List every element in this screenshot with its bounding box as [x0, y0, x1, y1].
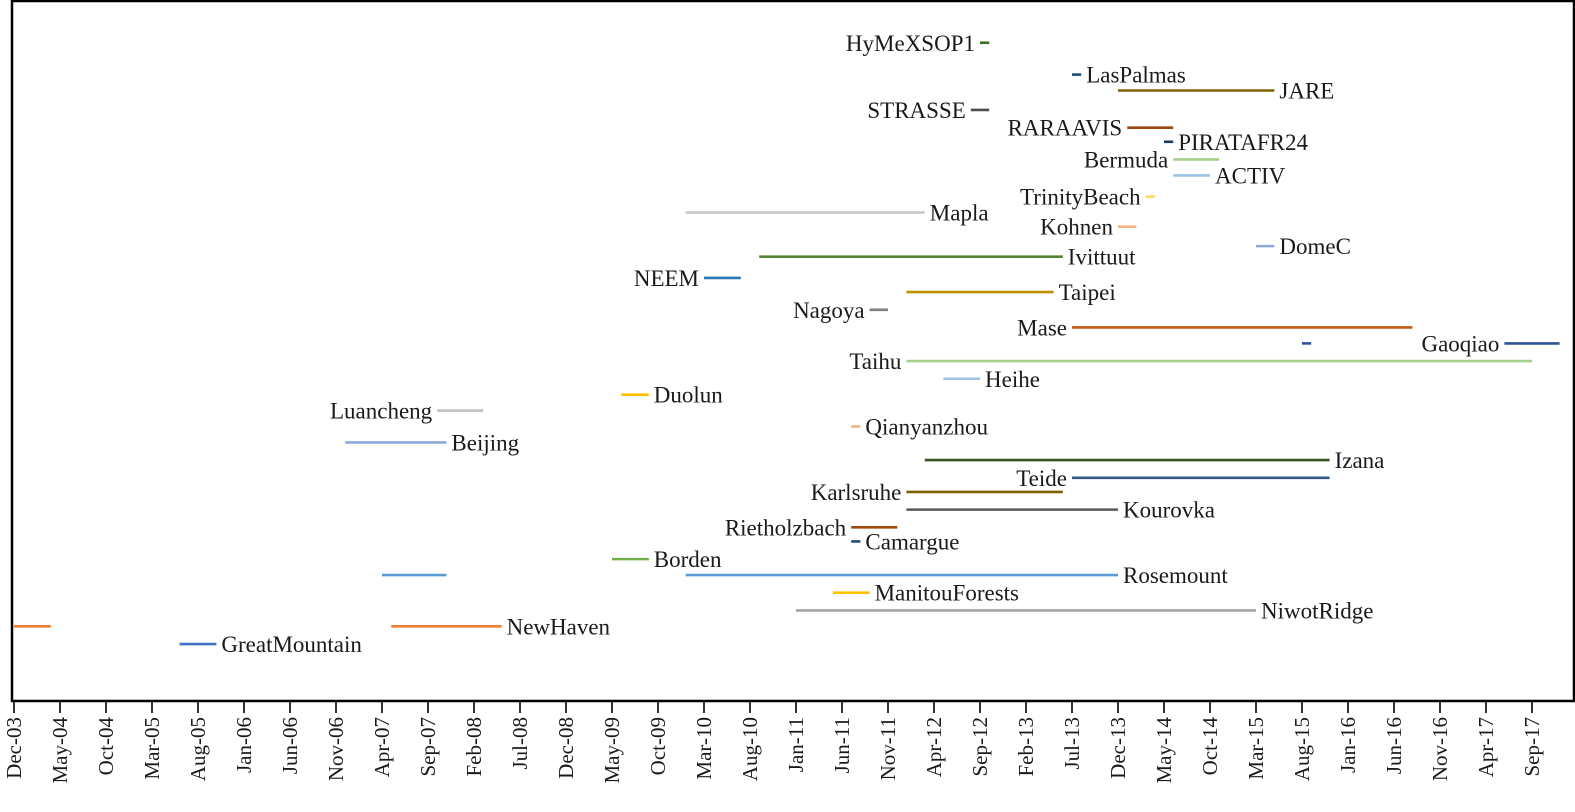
x-axis: Dec-03 May-04 Oct-04 Mar-05 Aug-05 Jan-06 Jun-…	[2, 701, 1544, 784]
label-raraavis: RARAAVIS	[1008, 116, 1123, 141]
label-izana: Izana	[1335, 448, 1385, 473]
label-jare: JARE	[1279, 79, 1334, 104]
x-tick-label: Feb-13	[1014, 717, 1038, 777]
x-tick-label: May-09	[600, 717, 624, 784]
label-kohnen: Kohnen	[1040, 215, 1113, 240]
label-qianyanzhou: Qianyanzhou	[865, 415, 988, 440]
x-tick-label: Mar-05	[140, 717, 164, 780]
x-tick-label: Oct-09	[646, 717, 670, 775]
x-tick-label: Nov-11	[876, 717, 900, 780]
label-trinitybeach: TrinityBeach	[1020, 185, 1141, 210]
label-greatmountain: GreatMountain	[221, 632, 362, 657]
label-mapla: Mapla	[930, 201, 989, 226]
label-mase: Mase	[1017, 315, 1067, 340]
label-kourovka: Kourovka	[1123, 498, 1215, 523]
x-tick-label: Mar-15	[1244, 717, 1268, 780]
x-tick-label: Sep-12	[968, 717, 992, 777]
x-tick-label: Dec-13	[1106, 717, 1130, 779]
label-luancheng: Luancheng	[330, 399, 433, 424]
x-tick-label: May-04	[48, 717, 72, 784]
label-ivittuut: Ivittuut	[1068, 245, 1136, 270]
label-karlsruhe: Karlsruhe	[811, 480, 902, 505]
label-heihe: Heihe	[985, 367, 1040, 392]
x-tick-label: Feb-08	[462, 717, 486, 777]
label-niwotridge: NiwotRidge	[1261, 598, 1373, 623]
x-tick-label: Oct-04	[94, 717, 118, 776]
label-newhaven: NewHaven	[507, 614, 611, 639]
label-rietholzbach: Rietholzbach	[725, 515, 847, 540]
x-tick-label: Jun-06	[278, 717, 302, 774]
x-tick-label: Dec-03	[2, 717, 26, 779]
x-tick-label: Jan-06	[232, 717, 256, 773]
x-tick-label: Aug-10	[738, 717, 762, 781]
label-borden: Borden	[654, 547, 722, 572]
label-rosemount: Rosemount	[1123, 563, 1228, 588]
label-taipei: Taipei	[1059, 280, 1116, 305]
x-tick-label: Aug-05	[186, 717, 210, 781]
x-tick-label: Jan-16	[1336, 717, 1360, 773]
label-manitouforests: ManitouForests	[875, 581, 1019, 606]
label-camargue: Camargue	[865, 529, 959, 554]
x-tick-label: Apr-07	[370, 717, 394, 777]
label-beijing: Beijing	[451, 430, 519, 455]
label-hymexsop1: HyMeXSOP1	[846, 31, 975, 56]
label-neem: NEEM	[634, 266, 699, 291]
label-gaoqiao: Gaoqiao	[1421, 331, 1499, 356]
plot-frame	[10, 0, 1575, 703]
x-tick-label: Nov-16	[1428, 717, 1452, 781]
label-laspalmas: LasPalmas	[1086, 63, 1186, 88]
label-taihu: Taihu	[849, 349, 902, 374]
x-tick-label: Sep-17	[1520, 717, 1544, 777]
segments-layer: HyMeXSOP1 LasPalmas JARE STRASSE RARAAVIS PIR…	[14, 31, 1560, 657]
x-tick-label: Aug-15	[1290, 717, 1314, 781]
x-tick-label: Dec-08	[554, 717, 578, 779]
label-domec: DomeC	[1279, 234, 1351, 259]
label-nagoya: Nagoya	[793, 298, 865, 323]
x-tick-label: Nov-06	[324, 717, 348, 781]
label-teide: Teide	[1016, 466, 1067, 491]
label-activ: ACTIV	[1215, 163, 1286, 188]
x-tick-label: May-14	[1152, 717, 1176, 784]
x-tick-label: Jan-11	[784, 717, 808, 772]
x-tick-label: Apr-17	[1474, 717, 1498, 777]
x-tick-label: Sep-07	[416, 717, 440, 777]
x-tick-label: Jul-13	[1060, 717, 1084, 770]
label-strasse: STRASSE	[867, 98, 965, 123]
label-piratafr24: PIRATAFR24	[1178, 130, 1308, 155]
x-tick-label: Jun-11	[830, 717, 854, 773]
label-bermuda: Bermuda	[1084, 147, 1168, 172]
label-duolun: Duolun	[654, 383, 724, 408]
x-tick-label: Apr-12	[922, 717, 946, 777]
x-tick-label: Jun-16	[1382, 717, 1406, 774]
x-tick-label: Mar-10	[692, 717, 716, 780]
x-tick-label: Jul-08	[508, 717, 532, 770]
x-tick-label: Oct-14	[1198, 717, 1222, 776]
